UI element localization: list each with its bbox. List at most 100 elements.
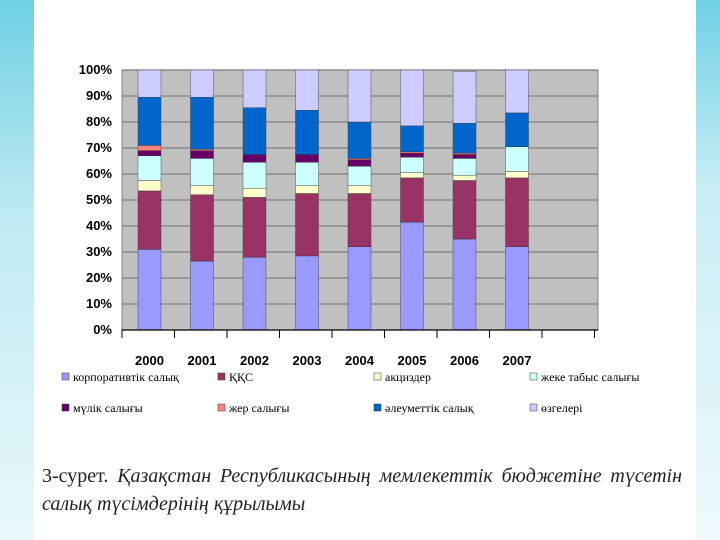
bar-segment [242,154,267,163]
bar-segment [190,185,214,195]
y-tick-label: 40% [86,218,112,233]
x-tick-label: 2001 [188,353,217,368]
legend-label: корпоративтік салық [73,370,179,384]
legend-swatch [529,403,538,412]
legend-label: өзгелері [541,401,583,415]
y-tick-label: 30% [86,244,112,259]
bar-segment [137,155,162,181]
bar-segment [295,255,319,331]
x-tick-label: 2007 [503,353,532,368]
legend-label: акциздер [385,370,431,384]
bar-segment [505,112,529,147]
x-tick-label: 2004 [345,353,375,368]
legend-label: жер салығы [228,401,289,415]
bar-segment [190,97,214,150]
decorative-right-band [696,0,720,540]
bar-segment [242,69,267,108]
y-tick-label: 80% [86,114,112,129]
legend-swatch [373,372,382,381]
bar-segment [400,156,424,173]
bars [137,69,529,331]
bar-segment [452,175,477,181]
x-tick-label: 2000 [135,353,164,368]
bar-segment [295,154,319,163]
y-tick-label: 20% [86,270,112,285]
y-tick-label: 90% [86,88,112,103]
legend-swatch [217,372,226,381]
caption-text: Қазақстан Республикасының мемлекеттік бю… [42,465,682,515]
decorative-left-band [0,0,34,540]
y-tick-label: 10% [86,296,112,311]
bar-segment [137,180,162,192]
x-tick-label: 2006 [450,353,479,368]
legend-label: әлеуметтік салық [385,401,474,415]
bar-segment [400,125,424,153]
bar-segment [190,260,214,331]
x-tick-label: 2003 [293,353,322,368]
bar-segment [295,69,319,111]
bar-segment [242,162,267,189]
bar-segment [452,123,477,154]
bar-segment [242,107,267,155]
bar-segment [137,145,162,151]
bar-segment [452,71,477,124]
legend-swatch [217,403,226,412]
bar-segment [190,158,214,186]
bar-segment [452,154,477,159]
y-tick-label: 70% [86,140,112,155]
bar-segment [347,69,372,123]
legend-swatch [529,372,538,381]
legend-swatch [61,403,70,412]
x-axis-ticks: 2000 2001 2002 2003 2004 2005 2006 2007 [121,329,598,368]
bar-segment [242,188,267,198]
bar-segment [400,69,424,127]
legend-label: жеке табыс салығы [540,370,639,384]
bar-segment [452,180,477,240]
legend-swatch [373,403,382,412]
bar-segment [347,185,372,194]
bar-segment [137,97,162,146]
bar-segment [347,165,372,186]
bar-segment [190,194,214,262]
bar-segment [137,190,162,250]
bar-segment [295,193,319,257]
bar-segment [295,162,319,186]
bar-segment [505,146,529,172]
bar-segment [505,246,529,331]
y-tick-label: 50% [86,192,112,207]
bar-segment [347,193,372,247]
bar-segment [400,177,424,223]
x-tick-label: 2002 [240,353,269,368]
y-tick-label: 60% [86,166,112,181]
bar-segment [137,249,162,331]
bar-segment [505,69,529,114]
legend: корпоративтік салық ҚҚС акциздер жеке табыс… [61,370,639,415]
bar-segment [400,221,424,331]
bar-segment [400,152,424,158]
x-tick-label: 2005 [398,353,427,368]
y-tick-label: 0% [93,322,112,337]
bar-segment [347,246,372,331]
y-tick-label: 100% [79,62,113,77]
y-axis-ticks: 0% 10% 20% 30% 40% 50% 60% 70% 80% 90% 100% [79,62,113,337]
bar-segment [347,159,372,167]
caption-lead: 3-сурет. [42,465,109,487]
bar-segment [190,150,214,159]
bar-segment [452,158,477,176]
figure-caption: 3-сурет. Қазақстан Республикасының мемле… [42,462,682,518]
bar-segment [242,257,267,331]
legend-swatch [61,372,70,381]
bar-segment [242,197,267,258]
bar-segment [400,172,424,179]
bar-segment [137,69,162,98]
legend-label: ҚҚС [229,370,253,384]
bar-segment [137,150,162,157]
bar-segment [505,177,529,247]
bar-segment [347,121,372,159]
bar-segment [295,110,319,155]
bar-segment [295,185,319,194]
bar-segment [190,69,214,98]
bar-segment [452,238,477,331]
stacked-bar-chart: 0%10%20%30%40%50%60%70%80%90%100% 2000 20… [61,62,639,415]
